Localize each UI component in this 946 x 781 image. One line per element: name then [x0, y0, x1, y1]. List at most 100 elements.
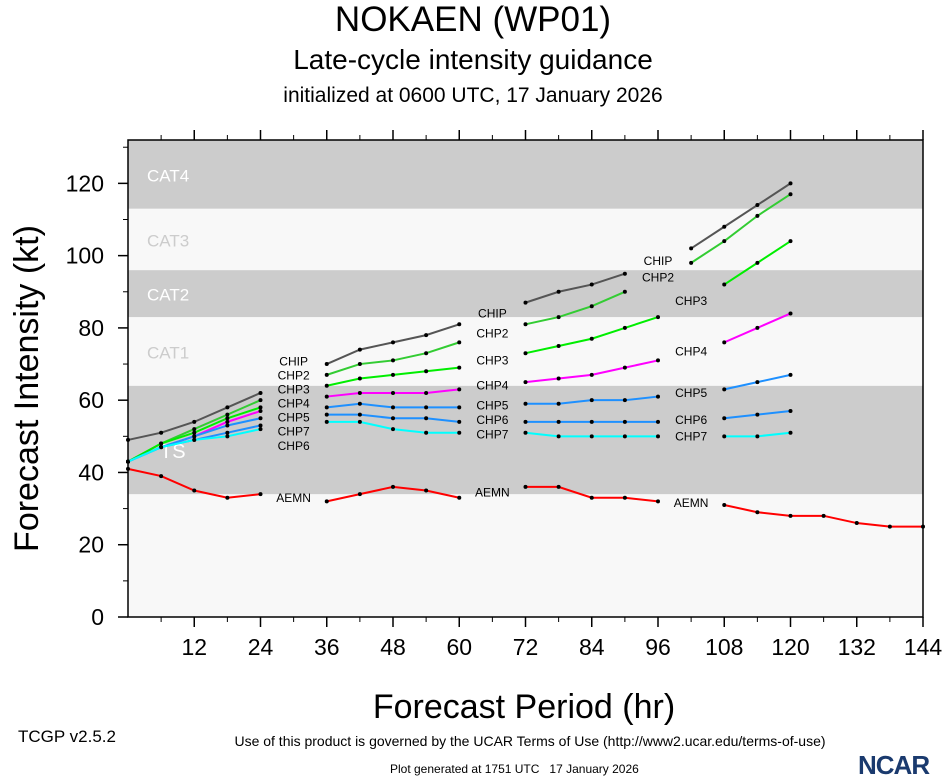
series-point-chp7	[722, 434, 727, 439]
series-line-chp2	[525, 290, 626, 326]
series-line-chip	[525, 272, 626, 304]
series-point-chp4	[589, 372, 594, 377]
series-point-chp7	[622, 434, 627, 439]
series-point-chp7	[755, 434, 760, 439]
series-point-chp5	[324, 405, 329, 410]
series-point-chip	[192, 419, 197, 424]
series-label-chp3: CHP3	[476, 353, 508, 367]
series-point-aemn	[192, 488, 197, 493]
series-point-aemn	[523, 484, 528, 489]
series-point-chp5	[622, 398, 627, 403]
series-point-chip	[126, 437, 130, 442]
series-point-chp2	[523, 322, 528, 327]
series-point-aemn	[324, 499, 329, 504]
series-label-chip: CHIP	[478, 306, 507, 320]
series-point-chp6	[755, 412, 760, 417]
series-point-chip	[225, 405, 230, 410]
series-point-chp6	[523, 419, 528, 424]
series-point-aemn	[622, 495, 627, 500]
series-point-chp3	[523, 351, 528, 356]
series-point-chp4	[424, 390, 429, 395]
series-point-chp4	[391, 390, 395, 395]
series-point-chp6	[457, 419, 462, 424]
series-point-chp7	[788, 430, 793, 435]
generated-time: Plot generated at 1751 UTC 17 January 20…	[390, 762, 639, 776]
series-point-chp2	[589, 304, 594, 309]
series-point-chp3	[589, 336, 594, 341]
series-label-chp2: CHP2	[476, 326, 508, 340]
series-point-chp7	[126, 459, 130, 464]
series-label-chp7: CHP7	[675, 429, 707, 443]
series-point-chp3	[424, 369, 429, 374]
y-tick-label: 40	[78, 459, 104, 485]
y-tick-label: 120	[66, 170, 104, 196]
series-point-chp4	[722, 340, 727, 345]
series-point-aemn	[821, 513, 826, 518]
series-point-chp3	[225, 416, 230, 421]
series-point-chp4	[788, 311, 793, 316]
series-label-chp7: CHP7	[278, 425, 310, 439]
series-point-chip	[258, 390, 263, 395]
series-point-chp4	[622, 365, 627, 370]
y-tick-label: 60	[78, 387, 104, 413]
series-point-aemn	[556, 484, 561, 489]
series-point-chip	[159, 430, 164, 435]
series-point-chp7	[258, 427, 263, 432]
x-tick-label: 24	[248, 634, 274, 660]
x-tick-label: 12	[181, 634, 207, 660]
series-point-chip	[689, 246, 694, 251]
series-point-chp3	[622, 325, 627, 330]
series-point-chp2	[622, 289, 627, 294]
series-label-chp5: CHP5	[278, 411, 310, 425]
series-label-chip: CHIP	[644, 254, 673, 268]
series-point-chp7	[225, 434, 230, 439]
series-point-chp3	[722, 282, 727, 287]
series-point-chp5	[755, 380, 760, 385]
series-point-chip	[722, 224, 727, 229]
series-point-chp5	[589, 398, 594, 403]
series-point-chp5	[192, 434, 197, 439]
series-point-aemn	[159, 474, 164, 479]
series-label-aemn: AEMN	[674, 496, 709, 510]
series-point-chp3	[755, 260, 760, 265]
series-point-aemn	[391, 484, 395, 489]
series-point-chip	[622, 271, 627, 276]
series-point-aemn	[887, 524, 892, 529]
series-point-chp4	[556, 376, 561, 381]
series-point-aemn	[225, 495, 230, 500]
x-tick-label: 60	[446, 634, 472, 660]
band-cat2	[128, 270, 923, 318]
series-point-chp2	[722, 239, 727, 244]
series-point-chp3	[357, 376, 362, 381]
ncar-logo: NCAR	[858, 750, 930, 780]
series-point-chp7	[324, 419, 329, 424]
y-tick-label: 100	[66, 243, 104, 269]
series-point-chp4	[324, 394, 329, 399]
series-point-chp5	[258, 416, 263, 421]
series-point-aemn	[755, 510, 760, 515]
series-point-aemn	[788, 513, 793, 518]
x-tick-label: 120	[771, 634, 809, 660]
series-point-chp4	[523, 380, 528, 385]
series-label-chp7: CHP7	[476, 427, 508, 441]
series-point-chp7	[656, 434, 660, 439]
series-point-chp6	[391, 416, 395, 421]
series-point-chp7	[159, 445, 164, 450]
series-point-chp5	[391, 405, 395, 410]
series-point-chp3	[324, 383, 329, 388]
series-point-chp3	[192, 430, 197, 435]
series-label-chp3: CHP3	[278, 382, 310, 396]
series-label-aemn: AEMN	[276, 491, 311, 505]
series-point-chp6	[556, 419, 561, 424]
series-point-chp7	[391, 427, 395, 432]
series-point-chp6	[722, 416, 727, 421]
series-point-chp3	[391, 372, 395, 377]
terms-text: Use of this product is governed by the U…	[234, 733, 826, 749]
y-tick-label: 0	[91, 604, 104, 630]
x-tick-label: 96	[645, 634, 671, 660]
band-label-cat4: CAT4	[147, 166, 189, 185]
x-tick-label: 36	[314, 634, 340, 660]
series-line-chp2	[690, 193, 792, 264]
series-point-chp2	[225, 412, 230, 417]
series-point-chp5	[225, 423, 230, 428]
